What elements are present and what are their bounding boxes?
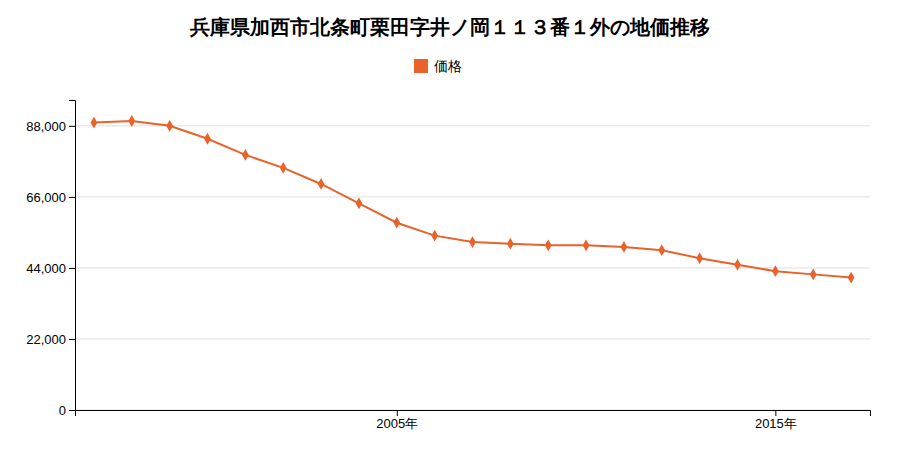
marker <box>91 117 98 129</box>
marker <box>696 252 703 264</box>
tick-label: 66,000 <box>26 190 66 205</box>
marker <box>166 120 173 132</box>
tick-label: 88,000 <box>26 118 66 133</box>
axis-line <box>76 411 871 417</box>
tick: 88,000 <box>26 118 75 133</box>
marks <box>91 115 855 283</box>
tick-mark <box>69 268 75 269</box>
marker <box>242 149 249 161</box>
tick-label: 44,000 <box>26 261 66 276</box>
marker <box>621 241 628 253</box>
tick-mark <box>69 126 75 127</box>
chart: 兵庫県加西市北条町栗田字井ノ岡１１３番１外の地価推移価格 0 22,000 44,00… <box>0 0 900 450</box>
marker <box>507 238 514 250</box>
marker <box>848 272 855 284</box>
tick-mark <box>69 339 75 340</box>
tick: 2005年 <box>376 410 418 431</box>
x-axis: 2005年 2015年 <box>76 410 871 431</box>
marker <box>280 162 287 174</box>
tick-label: 22,000 <box>26 332 66 347</box>
marker <box>204 133 211 145</box>
tick: 44,000 <box>26 261 75 276</box>
legend-label: 価格 <box>434 58 462 74</box>
grid-line <box>75 338 870 339</box>
grid-line <box>75 196 870 197</box>
title: 兵庫県加西市北条町栗田字井ノ岡１１３番１外の地価推移 <box>189 15 710 39</box>
marker <box>583 239 590 251</box>
marker <box>469 236 476 248</box>
tick-mark <box>775 410 776 416</box>
marker <box>356 197 363 209</box>
tick-mark <box>397 410 398 416</box>
marker <box>734 259 741 271</box>
legend: 価格 <box>414 58 462 74</box>
legend-item: 価格 <box>414 58 462 74</box>
grid-line <box>75 125 870 126</box>
y-axis: 0 22,000 44,000 66,000 88,000 <box>26 101 75 418</box>
markers <box>91 115 855 283</box>
tick-mark <box>69 197 75 198</box>
legend-swatch <box>414 59 428 73</box>
marker <box>772 265 779 277</box>
marker <box>545 239 552 251</box>
marker <box>658 244 665 256</box>
line <box>94 121 851 278</box>
marker <box>810 268 817 280</box>
marker <box>128 115 135 127</box>
marker <box>431 230 438 242</box>
tick: 66,000 <box>26 190 75 205</box>
tick: 2015年 <box>755 410 797 431</box>
tick-label: 2005年 <box>376 416 418 431</box>
axis-line <box>69 101 76 411</box>
plot: 0 22,000 44,000 66,000 88,000 2005年 2015年 <box>26 101 870 432</box>
tick: 0 <box>59 403 75 418</box>
marker <box>318 178 325 190</box>
tick-label: 2015年 <box>755 416 797 431</box>
tick-label: 0 <box>59 403 66 418</box>
tick: 22,000 <box>26 332 75 347</box>
tick-mark <box>69 410 75 411</box>
marker <box>393 217 400 229</box>
